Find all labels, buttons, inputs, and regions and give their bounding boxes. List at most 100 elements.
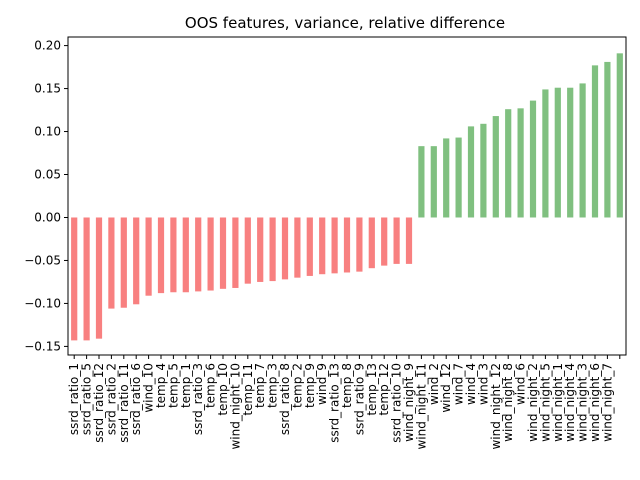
x-tick-label: wind_night_5 — [538, 363, 552, 442]
bar — [517, 108, 524, 218]
x-tick-label: wind_night_3 — [576, 363, 590, 442]
x-tick-label: temp_7 — [253, 363, 267, 408]
bar — [356, 217, 363, 272]
x-tick-label: temp_4 — [154, 363, 168, 408]
bar — [542, 89, 549, 218]
x-tick-label: temp_10 — [216, 363, 230, 416]
x-tick-label: temp_3 — [266, 363, 280, 408]
bar — [405, 217, 413, 264]
y-tick-label: 0.15 — [34, 82, 61, 96]
x-tick-label: wind_night_9 — [402, 363, 416, 442]
x-tick-label: temp_8 — [340, 363, 354, 408]
bar — [219, 217, 227, 289]
y-tick-label: −0.10 — [24, 296, 61, 310]
bar — [294, 217, 301, 278]
x-tick-label: wind_night_8 — [501, 363, 515, 442]
bar — [492, 116, 499, 218]
x-tick-label: ssrd_ratio_12 — [92, 363, 106, 443]
x-tick-label: wind_night_6 — [588, 363, 602, 442]
y-axis: −0.15 −0.10 −0.05 0.00 0.05 0.10 0.15 0.20 — [24, 39, 68, 353]
bar — [343, 217, 351, 273]
x-tick-label: ssrd_ratio_2 — [104, 363, 118, 435]
bar — [170, 217, 177, 293]
x-tick-label: wind_9 — [315, 363, 329, 405]
bar — [232, 217, 239, 288]
x-tick-label: temp_11 — [241, 363, 255, 416]
bar — [616, 53, 623, 218]
x-tick-label: wind_7 — [452, 363, 466, 405]
y-tick-label: 0.20 — [34, 39, 61, 53]
x-tick-label: temp_2 — [290, 363, 304, 408]
x-tick-label: wind_2 — [427, 363, 441, 405]
y-tick-label: −0.15 — [24, 339, 61, 353]
bar — [182, 217, 189, 293]
bar — [554, 87, 561, 218]
x-tick-label: wind_night_4 — [563, 363, 577, 442]
bar — [108, 217, 115, 309]
y-tick-label: 0.00 — [34, 210, 61, 224]
bar — [467, 126, 475, 218]
bar — [244, 217, 251, 284]
bar — [145, 217, 152, 296]
plot-frame — [67, 36, 627, 356]
bar — [505, 109, 512, 218]
x-tick-label: wind_night_7 — [600, 363, 614, 442]
x-tick-label: wind_night_12 — [489, 363, 503, 450]
x-tick-label: temp_5 — [166, 363, 180, 408]
bar — [319, 217, 326, 275]
bar — [83, 217, 90, 341]
x-tick-label: ssrd_ratio_11 — [117, 363, 131, 443]
y-tick-label: 0.10 — [34, 125, 61, 139]
bar — [430, 146, 437, 218]
bar — [207, 217, 214, 291]
x-tick-label: temp_13 — [365, 363, 379, 416]
bar — [195, 217, 202, 292]
bar — [567, 87, 574, 218]
bar — [418, 146, 425, 218]
x-tick-label: temp_1 — [179, 363, 193, 408]
x-tick-label: ssrd_ratio_8 — [278, 363, 292, 435]
x-tick-label: wind_night_11 — [414, 363, 428, 450]
bar — [381, 217, 388, 266]
x-tick-label: ssrd_ratio_5 — [80, 363, 94, 435]
x-tick-label: wind_10 — [142, 363, 156, 413]
x-tick-label: wind_6 — [514, 363, 528, 405]
x-tick-label: wind_night_2 — [526, 363, 540, 442]
bar — [133, 217, 140, 305]
bar — [257, 217, 264, 282]
x-axis: ssrd_ratio_1ssrd_ratio_5ssrd_ratio_12ssr… — [67, 355, 621, 450]
x-tick-label: wind_3 — [476, 363, 490, 405]
x-tick-label: ssrd_ratio_10 — [390, 363, 404, 443]
x-tick-label: wind_night_10 — [228, 363, 242, 450]
y-tick-label: 0.05 — [34, 168, 61, 182]
bar — [331, 217, 338, 274]
bar — [306, 217, 313, 276]
bar — [604, 61, 611, 218]
bar — [455, 137, 462, 218]
bar — [591, 65, 599, 218]
x-tick-label: ssrd_ratio_6 — [129, 363, 143, 435]
bar — [443, 138, 450, 218]
x-tick-label: ssrd_ratio_1 — [67, 363, 81, 435]
bar — [480, 123, 487, 218]
x-tick-label: temp_12 — [377, 363, 391, 416]
x-tick-label: wind_night_1 — [551, 363, 565, 442]
x-tick-label: temp_6 — [204, 363, 218, 408]
bar — [157, 217, 165, 294]
x-tick-label: temp_9 — [303, 363, 317, 408]
x-tick-label: wind_4 — [464, 363, 478, 405]
bar — [269, 217, 276, 282]
bars-group — [71, 53, 623, 341]
bar — [120, 217, 127, 308]
bar — [579, 83, 586, 218]
bar — [529, 100, 537, 218]
y-tick-label: −0.05 — [24, 253, 61, 267]
bar — [95, 217, 103, 339]
bar — [393, 217, 400, 264]
bar — [71, 217, 78, 341]
x-tick-label: ssrd_ratio_3 — [191, 363, 205, 435]
x-tick-label: ssrd_ratio_9 — [352, 363, 366, 435]
x-tick-label: ssrd_ratio_13 — [328, 363, 342, 443]
chart-title: OOS features, variance, relative differe… — [185, 14, 505, 32]
